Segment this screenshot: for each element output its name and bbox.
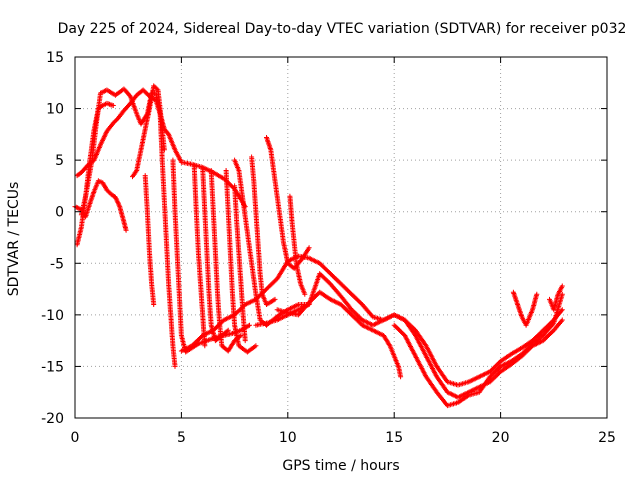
series-sat-s <box>253 271 565 400</box>
data-point <box>253 343 259 349</box>
y-axis-label: SDTVAR / TECUs <box>6 182 22 297</box>
grid-layer <box>75 57 607 418</box>
data-point <box>123 227 129 233</box>
series-sat-c <box>72 178 129 233</box>
series-sat-t <box>274 289 404 380</box>
data-point <box>559 307 565 313</box>
data-point <box>172 363 178 369</box>
y-tick-label: 15 <box>46 50 64 66</box>
y-tick-label: -5 <box>50 256 64 272</box>
series-sat-q <box>287 193 308 297</box>
series-sat-d <box>78 100 116 218</box>
data-point <box>302 291 308 297</box>
data-point <box>306 245 312 251</box>
y-tick-label: -20 <box>41 411 64 427</box>
series-sat-u <box>391 291 565 409</box>
data-point <box>202 343 208 349</box>
data-point <box>238 333 244 338</box>
y-tick-label: 0 <box>55 205 64 221</box>
series-sat-v <box>510 289 540 328</box>
y-tick-label: -10 <box>41 308 64 324</box>
data-point <box>110 103 116 108</box>
y-tick-label: 10 <box>46 102 64 118</box>
series-sat-m <box>232 183 248 344</box>
chart-title: Day 225 of 2024, Sidereal Day-to-day VTE… <box>58 21 627 37</box>
plot-frame <box>74 56 608 419</box>
y-tick-label: -15 <box>41 359 64 375</box>
data-point <box>242 338 248 344</box>
x-tick-label: 0 <box>71 430 80 446</box>
x-tick-label: 25 <box>598 430 616 446</box>
series-sat-j <box>200 165 231 344</box>
data-point <box>272 296 278 302</box>
series-sat-l <box>223 168 259 355</box>
series-sat-f <box>142 173 157 307</box>
data-point <box>151 302 157 307</box>
x-tick-label: 10 <box>279 430 297 446</box>
data-point <box>224 328 230 334</box>
x-axis-label: GPS time / hours <box>282 458 399 474</box>
x-tick-label: 15 <box>385 430 403 446</box>
series-sat-g <box>157 111 178 369</box>
x-tick-label: 20 <box>492 430 510 446</box>
series-sat-i <box>191 162 208 349</box>
series-sat-p <box>264 135 312 271</box>
data-point <box>237 333 243 339</box>
data-point <box>225 327 231 333</box>
data-points-layer <box>72 83 565 409</box>
y-tick-label: 5 <box>55 153 64 169</box>
data-point <box>154 86 160 92</box>
x-tick-label: 5 <box>177 430 186 446</box>
data-point <box>247 322 252 328</box>
